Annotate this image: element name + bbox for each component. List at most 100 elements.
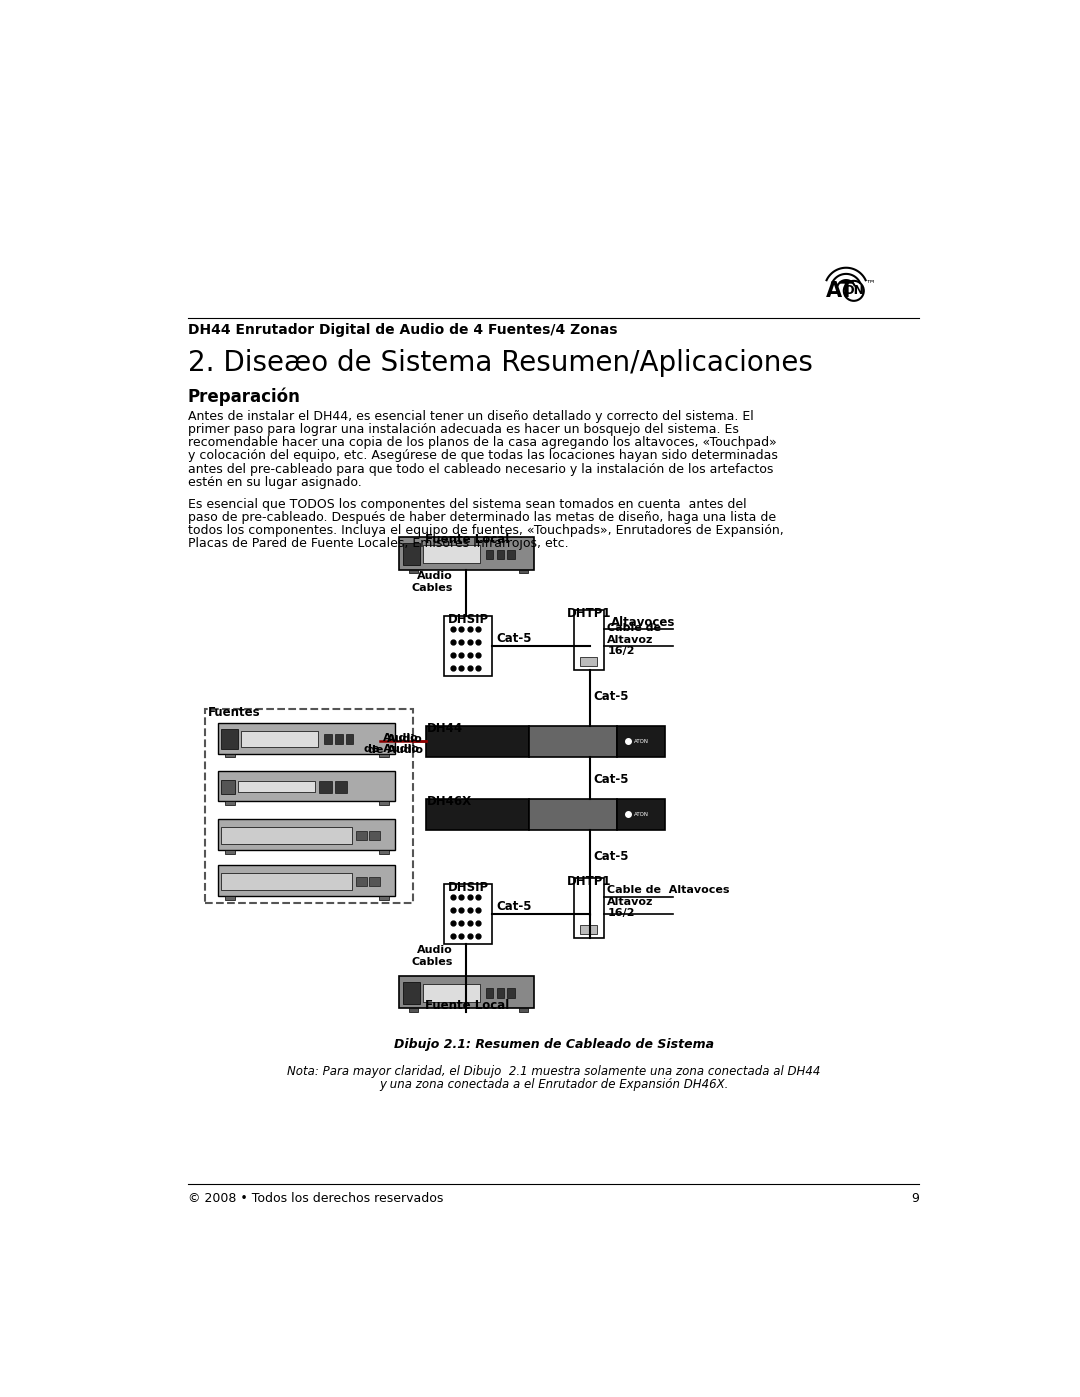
Bar — [618, 726, 665, 757]
Bar — [335, 735, 342, 743]
Text: DHTP1: DHTP1 — [567, 875, 611, 887]
Bar — [238, 781, 314, 792]
Text: © 2008 • Todos los derechos reservados: © 2008 • Todos los derechos reservados — [188, 1192, 443, 1204]
Text: Audio
Cables: Audio Cables — [411, 946, 453, 967]
Bar — [518, 570, 528, 573]
Text: recomendable hacer una copia de los planos de la casa agregando los altavoces, «: recomendable hacer una copia de los plan… — [188, 436, 777, 450]
Text: Es esencial que TODOS los componentes del sistema sean tomados en cuenta  antes : Es esencial que TODOS los componentes de… — [188, 497, 746, 511]
Bar — [444, 616, 491, 676]
Bar — [379, 849, 389, 854]
Text: Cable de  Altavoces
Altavoz
16/2: Cable de Altavoces Altavoz 16/2 — [607, 886, 730, 918]
Bar — [218, 819, 395, 849]
Text: Cat-5: Cat-5 — [594, 774, 629, 787]
Bar — [580, 657, 597, 666]
Bar — [422, 983, 481, 1002]
Bar — [335, 781, 347, 793]
Text: Fuente Local: Fuente Local — [424, 534, 509, 546]
Text: Audio
Cables: Audio Cables — [411, 571, 453, 592]
Bar — [320, 781, 332, 793]
Text: ON: ON — [843, 285, 864, 298]
Text: todos los componentes. Incluya el equipo de fuentes, «Touchpads», Enrutadores de: todos los componentes. Incluya el equipo… — [188, 524, 783, 538]
Text: 2. Diseæo de Sistema Resumen/Aplicaciones: 2. Diseæo de Sistema Resumen/Aplicacione… — [188, 349, 812, 377]
Bar — [408, 1009, 418, 1013]
Bar — [408, 570, 418, 573]
Bar — [529, 726, 618, 757]
Text: estén en su lugar asignado.: estén en su lugar asignado. — [188, 475, 362, 489]
Bar — [400, 538, 535, 570]
Bar — [497, 989, 504, 997]
Bar — [497, 549, 504, 559]
Text: 9: 9 — [912, 1192, 919, 1204]
Text: antes del pre-cableado para que todo el cableado necesario y la instalación de l: antes del pre-cableado para que todo el … — [188, 462, 773, 475]
Text: DH44: DH44 — [427, 722, 462, 735]
Bar — [379, 895, 389, 900]
Text: Audio
de Audio: Audio de Audio — [367, 733, 422, 756]
Text: Fuentes: Fuentes — [207, 705, 260, 719]
Text: Altavoces: Altavoces — [611, 616, 676, 629]
Text: Cable de
Altavoz
16/2: Cable de Altavoz 16/2 — [607, 623, 661, 657]
Bar — [422, 545, 481, 563]
Bar — [220, 827, 352, 844]
Text: ATON: ATON — [634, 739, 649, 743]
Bar — [427, 726, 529, 757]
Bar — [518, 1009, 528, 1013]
Text: ATON: ATON — [634, 812, 649, 817]
Text: AT: AT — [825, 281, 854, 300]
Text: Cat-5: Cat-5 — [594, 851, 629, 863]
Bar — [356, 831, 367, 840]
Text: DHSIP: DHSIP — [447, 880, 488, 894]
Text: Audio
de Audio: Audio de Audio — [364, 733, 419, 754]
Text: DHTP1: DHTP1 — [567, 606, 611, 619]
Text: primer paso para lograr una instalación adecuada es hacer un bosquejo del sistem: primer paso para lograr una instalación … — [188, 423, 739, 436]
Bar — [618, 799, 665, 830]
Bar — [403, 543, 419, 564]
Text: Fuente Local: Fuente Local — [424, 999, 509, 1013]
Bar — [220, 729, 238, 749]
Bar — [575, 877, 604, 937]
Bar — [356, 877, 367, 886]
Bar — [529, 799, 618, 830]
Bar — [575, 609, 604, 669]
Bar — [218, 722, 395, 753]
Bar — [369, 877, 380, 886]
Bar — [486, 989, 494, 997]
Bar — [580, 925, 597, 933]
Bar — [379, 802, 389, 805]
Bar — [226, 849, 234, 854]
Bar — [226, 895, 234, 900]
Text: Cat-5: Cat-5 — [497, 900, 532, 914]
Bar — [220, 780, 234, 793]
Bar — [218, 865, 395, 895]
Bar — [241, 731, 318, 747]
Bar — [226, 802, 234, 805]
Bar — [346, 735, 353, 743]
Bar — [427, 799, 529, 830]
Bar — [369, 831, 380, 840]
Text: Antes de instalar el DH44, es esencial tener un diseño detallado y correcto del : Antes de instalar el DH44, es esencial t… — [188, 411, 754, 423]
Bar — [220, 873, 352, 890]
Text: Placas de Pared de Fuente Locales, Emisores Infrarrojos, etc.: Placas de Pared de Fuente Locales, Emiso… — [188, 538, 568, 550]
Text: DH44 Enrutador Digital de Audio de 4 Fuentes/4 Zonas: DH44 Enrutador Digital de Audio de 4 Fue… — [188, 323, 618, 337]
Bar — [379, 753, 389, 757]
Text: DHSIP: DHSIP — [447, 613, 488, 626]
Bar — [324, 735, 332, 743]
Bar — [508, 549, 515, 559]
Text: Nota: Para mayor claridad, el Dibujo  2.1 muestra solamente una zona conectada a: Nota: Para mayor claridad, el Dibujo 2.1… — [287, 1065, 820, 1077]
Bar — [205, 708, 413, 902]
Bar — [486, 549, 494, 559]
Bar — [226, 753, 234, 757]
Text: Cat-5: Cat-5 — [594, 690, 629, 703]
Text: Preparación: Preparación — [188, 387, 300, 405]
Bar — [508, 989, 515, 997]
Text: y una zona conectada a el Enrutador de Expansión DH46X.: y una zona conectada a el Enrutador de E… — [379, 1077, 728, 1091]
Text: y colocación del equipo, etc. Asegúrese de que todas las locaciones hayan sido d: y colocación del equipo, etc. Asegúrese … — [188, 450, 778, 462]
Text: Dibujo 2.1: Resumen de Cableado de Sistema: Dibujo 2.1: Resumen de Cableado de Siste… — [393, 1038, 714, 1051]
Text: Cat-5: Cat-5 — [497, 631, 532, 645]
Bar — [400, 977, 535, 1009]
Bar — [444, 884, 491, 944]
Bar — [218, 771, 395, 802]
Text: paso de pre-cableado. Después de haber determinado las metas de diseño, haga una: paso de pre-cableado. Después de haber d… — [188, 511, 775, 524]
Text: ™: ™ — [865, 278, 875, 288]
Bar — [403, 982, 419, 1004]
Text: DH46X: DH46X — [427, 795, 472, 809]
